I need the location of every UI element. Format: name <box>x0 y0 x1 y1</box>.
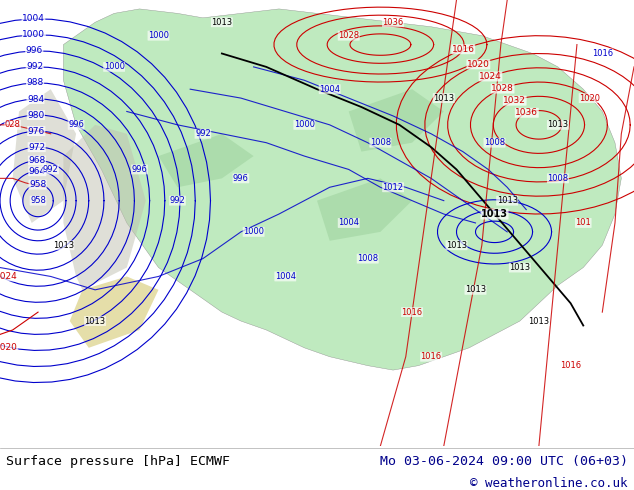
Text: 1024: 1024 <box>0 272 18 281</box>
Text: 968: 968 <box>29 156 46 165</box>
Text: 988: 988 <box>27 78 44 88</box>
Text: 1032: 1032 <box>503 96 526 105</box>
Text: 1000: 1000 <box>103 62 125 72</box>
Text: 996: 996 <box>131 165 148 174</box>
Text: 1013: 1013 <box>211 18 233 27</box>
Text: 1013: 1013 <box>84 317 106 325</box>
Text: 1008: 1008 <box>547 174 569 183</box>
Text: 964: 964 <box>29 167 46 176</box>
Text: 1000: 1000 <box>294 121 315 129</box>
Text: 1020: 1020 <box>467 60 490 69</box>
Text: 1004: 1004 <box>275 272 296 281</box>
Text: 992: 992 <box>170 196 185 205</box>
Text: 1028: 1028 <box>338 31 359 40</box>
Text: 1013: 1013 <box>547 121 569 129</box>
Polygon shape <box>317 178 412 241</box>
Text: 1013: 1013 <box>496 196 518 205</box>
Text: 101: 101 <box>576 219 591 227</box>
Text: 958: 958 <box>29 180 46 189</box>
Text: 1008: 1008 <box>370 138 391 147</box>
Polygon shape <box>13 89 76 223</box>
Text: 984: 984 <box>27 95 44 103</box>
Text: 1016: 1016 <box>452 45 475 54</box>
Text: 1016: 1016 <box>401 308 423 317</box>
Text: 1012: 1012 <box>382 183 404 192</box>
Text: 1013: 1013 <box>53 241 74 250</box>
Polygon shape <box>63 9 621 370</box>
Text: 958: 958 <box>30 196 46 205</box>
Text: 980: 980 <box>27 111 44 120</box>
Text: 976: 976 <box>28 126 45 136</box>
Text: 1016: 1016 <box>420 352 442 361</box>
Text: 1020: 1020 <box>0 343 18 352</box>
Polygon shape <box>349 89 444 151</box>
Text: 972: 972 <box>28 143 45 152</box>
Text: 028: 028 <box>4 121 21 129</box>
Polygon shape <box>70 276 158 348</box>
Text: 1000: 1000 <box>243 227 264 236</box>
Polygon shape <box>158 134 254 187</box>
Text: 1013: 1013 <box>446 241 467 250</box>
Text: Mo 03-06-2024 09:00 UTC (06+03): Mo 03-06-2024 09:00 UTC (06+03) <box>380 455 628 468</box>
Text: 1000: 1000 <box>148 31 169 40</box>
Text: 1020: 1020 <box>579 94 600 102</box>
Text: 1013: 1013 <box>465 285 486 294</box>
Text: 996: 996 <box>233 174 249 183</box>
Text: 996: 996 <box>68 121 84 129</box>
Polygon shape <box>63 125 146 290</box>
Text: 992: 992 <box>43 165 58 174</box>
Text: Surface pressure [hPa] ECMWF: Surface pressure [hPa] ECMWF <box>6 455 230 468</box>
Text: 1013: 1013 <box>433 94 455 102</box>
Text: 1024: 1024 <box>479 72 502 81</box>
Text: 1013: 1013 <box>509 263 531 272</box>
Text: 1008: 1008 <box>484 138 505 147</box>
Text: 1036: 1036 <box>515 108 538 117</box>
Text: 1016: 1016 <box>560 361 581 370</box>
Text: © weatheronline.co.uk: © weatheronline.co.uk <box>470 477 628 490</box>
Text: 992: 992 <box>195 129 210 138</box>
Text: 1036: 1036 <box>382 18 404 27</box>
Text: 1013: 1013 <box>528 317 550 325</box>
Text: 1013: 1013 <box>481 209 508 219</box>
Text: 1000: 1000 <box>22 30 46 39</box>
Text: 996: 996 <box>25 47 43 55</box>
Text: 1004: 1004 <box>338 219 359 227</box>
Text: 1004: 1004 <box>319 85 340 94</box>
Text: 1008: 1008 <box>357 254 378 263</box>
Text: 1016: 1016 <box>592 49 613 58</box>
Text: 1028: 1028 <box>491 84 514 93</box>
Text: 992: 992 <box>26 62 43 72</box>
Text: 1004: 1004 <box>22 14 45 24</box>
